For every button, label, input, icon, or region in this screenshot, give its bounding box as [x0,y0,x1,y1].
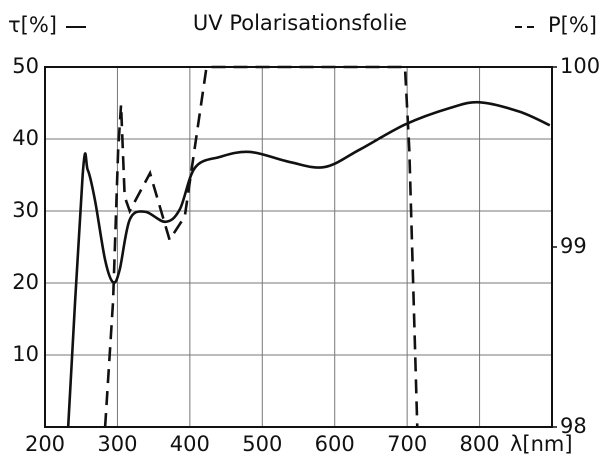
y-tick-label: 40 [12,126,39,150]
x-tick-label: 400 [170,432,210,456]
legend-label: P[%] [548,13,597,37]
x-tick-label: 800 [460,432,500,456]
y2-tick-label: 99 [560,234,587,258]
y2-tick-label: 98 [560,414,587,438]
plot-frame [44,66,553,428]
series-line [66,100,551,428]
y2-tick-label: 100 [560,54,600,78]
y-tick-label: 20 [12,270,39,294]
x-tick-label: 700 [387,432,427,456]
x-tick-label: 300 [97,432,137,456]
y-tick-label: 50 [12,54,39,78]
x-tick-label: 500 [242,432,282,456]
legend-label: τ[%] [8,13,57,37]
y-tick-label: 10 [12,342,39,366]
x-tick-label: 600 [315,432,355,456]
x-axis-label: λ[nm] [510,432,573,456]
x-tick-label: 200 [25,432,65,456]
y-tick-label: 30 [12,198,39,222]
series-line [103,65,419,428]
chart-title: UV Polarisationsfolie [193,11,407,35]
